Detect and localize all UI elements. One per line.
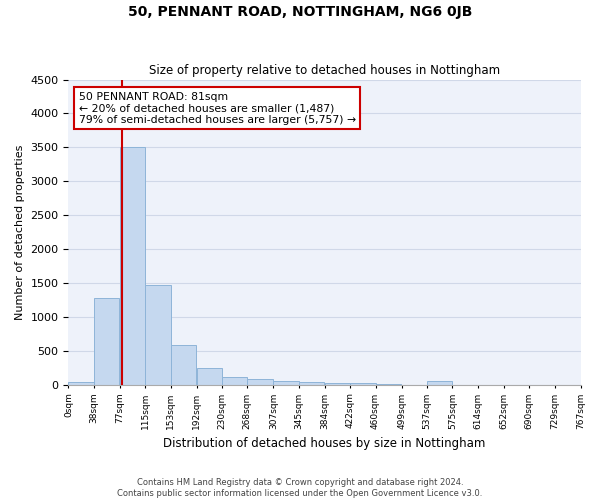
Bar (427, 381, 452, 384)
Bar (94, 298, 119, 384)
Bar (197, 368, 222, 384)
Bar (299, 382, 324, 384)
X-axis label: Distribution of detached houses by size in Nottingham: Distribution of detached houses by size … (163, 437, 485, 450)
Text: Contains HM Land Registry data © Crown copyright and database right 2024.
Contai: Contains HM Land Registry data © Crown c… (118, 478, 482, 498)
Bar (325, 382, 350, 384)
Title: Size of property relative to detached houses in Nottingham: Size of property relative to detached ho… (149, 64, 500, 77)
Bar (68, 382, 94, 384)
Bar (120, 148, 145, 384)
Bar (222, 377, 247, 384)
Bar (170, 346, 196, 385)
Bar (247, 379, 273, 384)
Bar (145, 285, 170, 384)
Y-axis label: Number of detached properties: Number of detached properties (15, 144, 25, 320)
Bar (274, 381, 299, 384)
Text: 50, PENNANT ROAD, NOTTINGHAM, NG6 0JB: 50, PENNANT ROAD, NOTTINGHAM, NG6 0JB (128, 5, 472, 19)
Text: 50 PENNANT ROAD: 81sqm
← 20% of detached houses are smaller (1,487)
79% of semi-: 50 PENNANT ROAD: 81sqm ← 20% of detached… (79, 92, 356, 125)
